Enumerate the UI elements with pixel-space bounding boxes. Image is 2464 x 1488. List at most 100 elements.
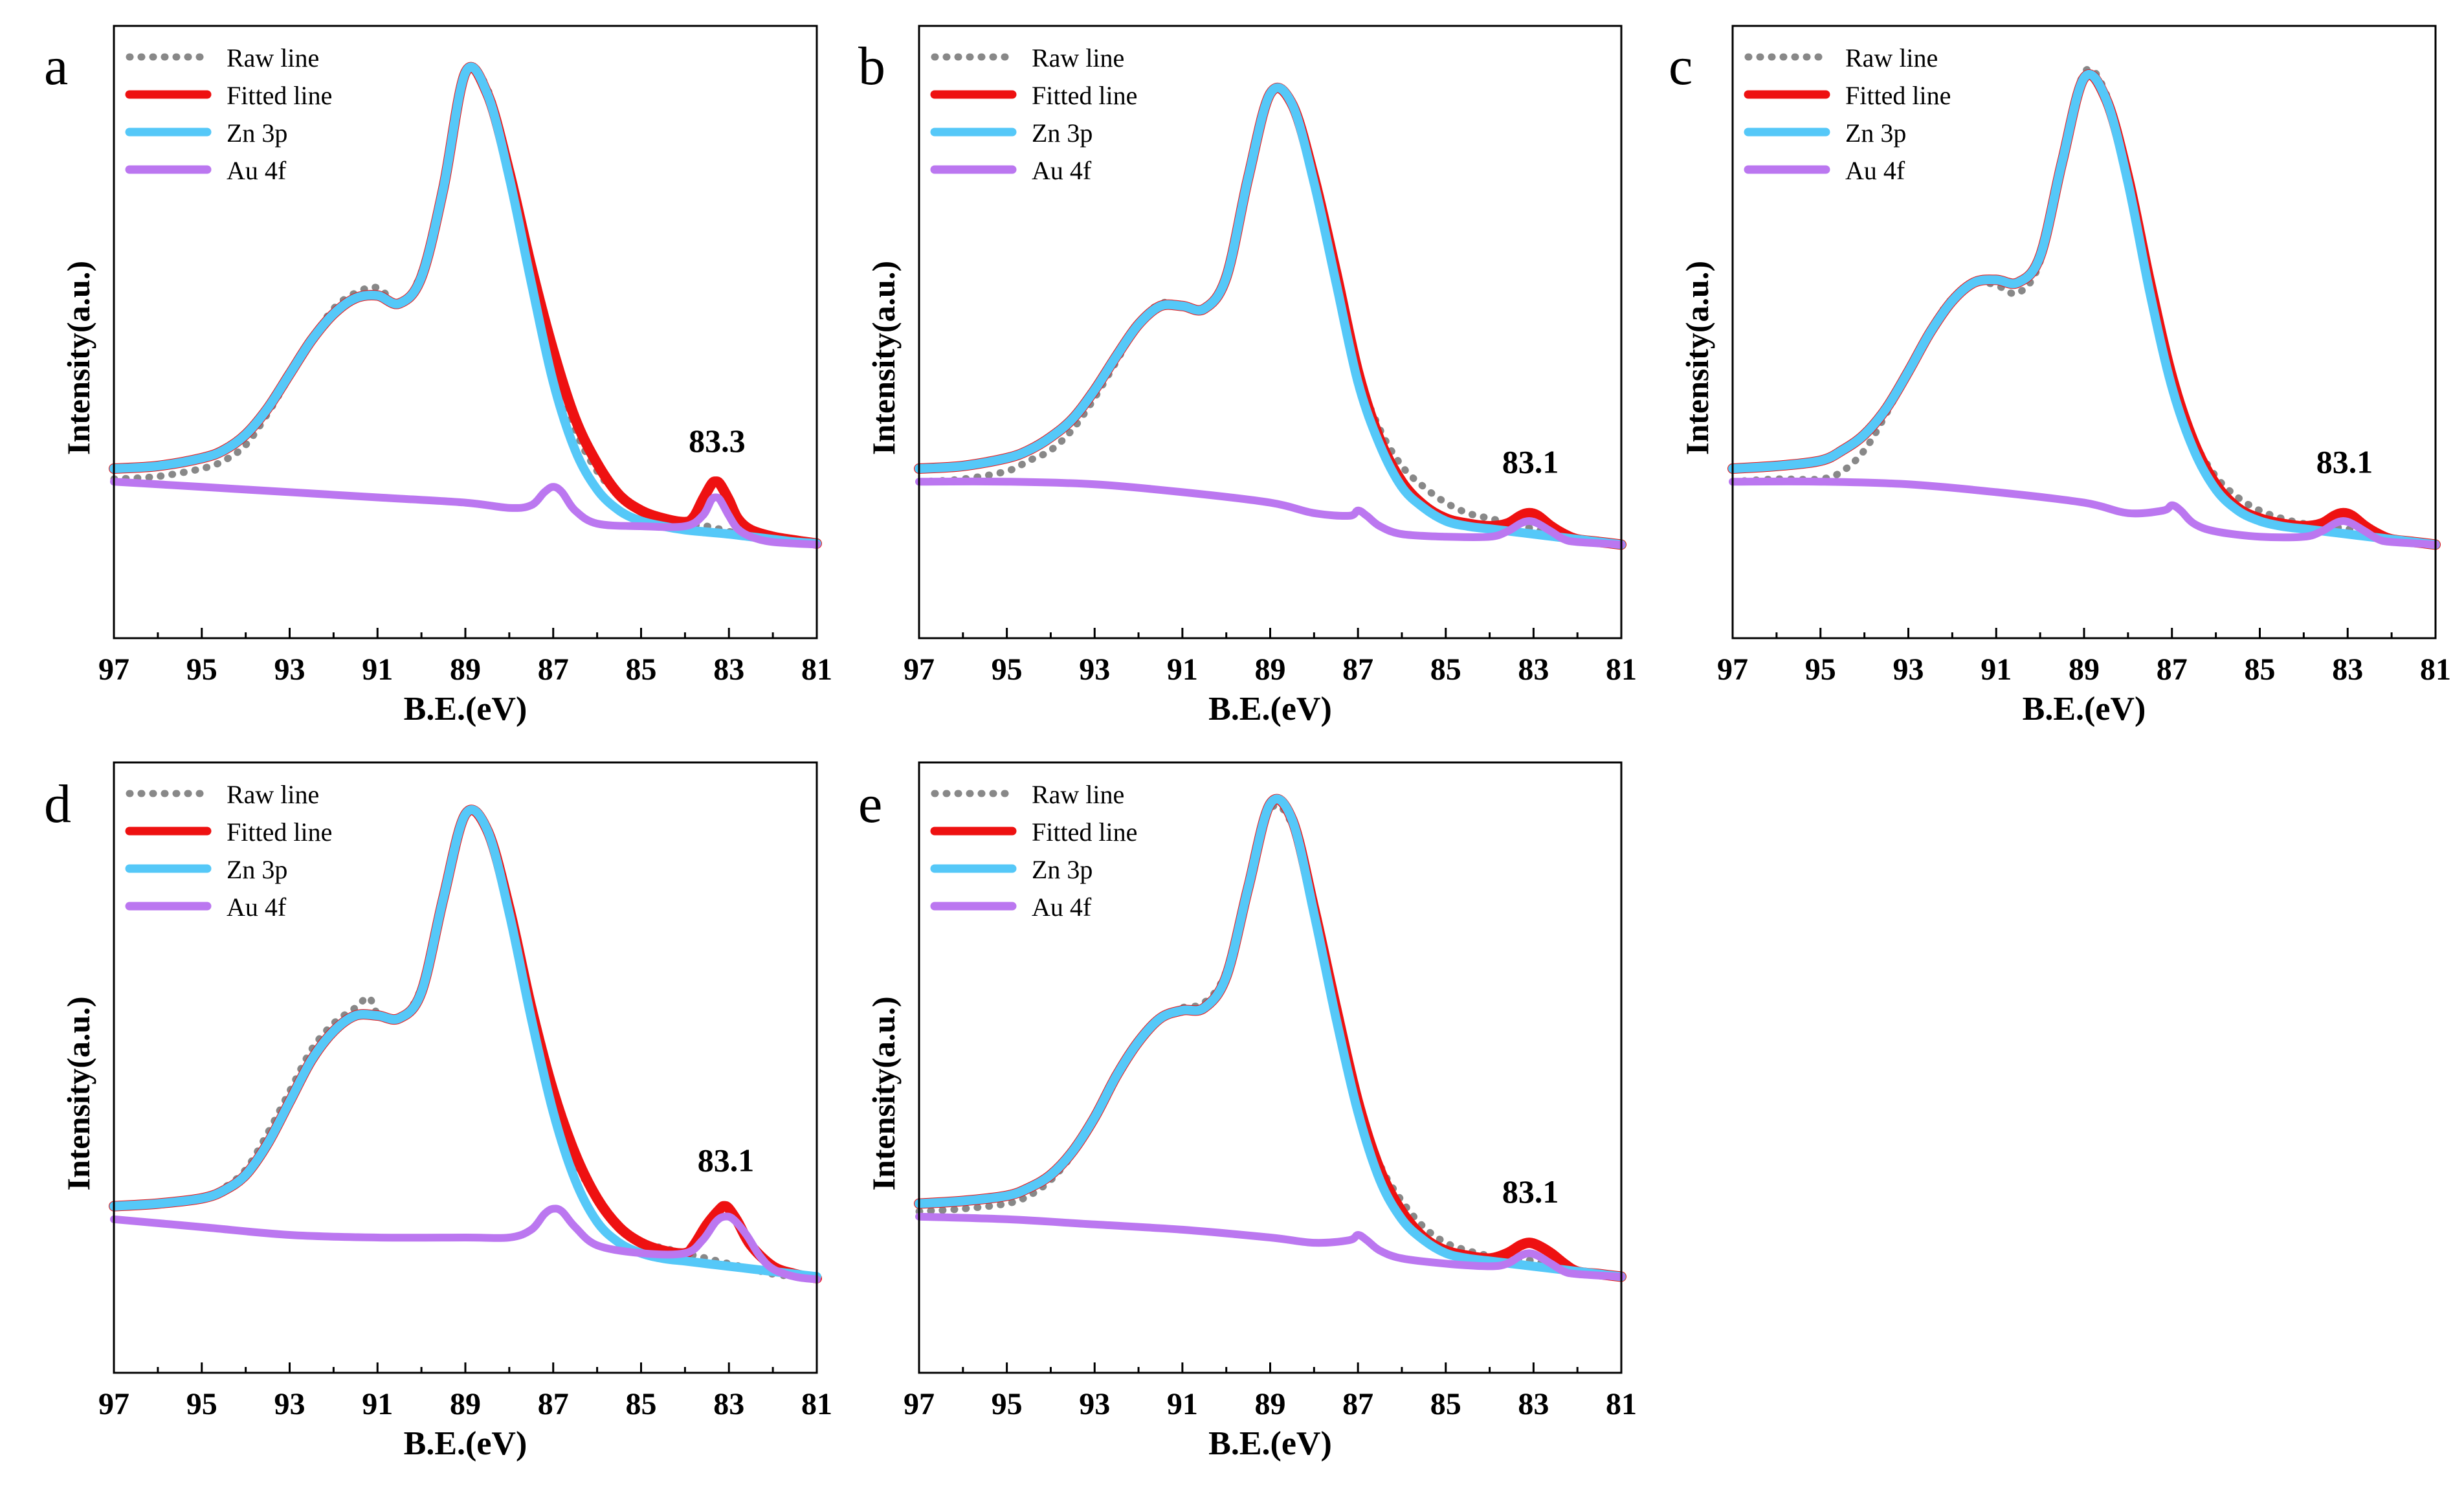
legend-label-zn-3p: Zn 3p: [227, 855, 287, 884]
x-tick-label: 89: [1255, 1387, 1286, 1421]
x-tick-label: 87: [2157, 652, 2188, 687]
y-axis-label: Intensity(a.u.): [60, 261, 96, 455]
x-tick-label: 83: [713, 652, 744, 687]
legend-label-au-4f: Au 4f: [1032, 156, 1092, 185]
legend-label-raw: Raw line: [227, 780, 319, 809]
series-zn-3p: [109, 62, 821, 548]
panel-letter: c: [1669, 36, 1693, 96]
panel-letter: b: [858, 36, 885, 96]
chart-panel-b: b 97 95 93 91 89 87 85 83 81 B.E.(eV) Intensity(a.u…: [858, 25, 1637, 727]
y-axis-label: Intensity(a.u.): [865, 996, 902, 1190]
x-tick-label: 91: [1167, 652, 1198, 687]
y-axis-label: Intensity(a.u.): [60, 996, 96, 1190]
chart-panel-c: c 97 95 93 91 89 87 85 83 81 B.E.(eV) Intensity(a.u…: [1669, 25, 2451, 727]
x-tick-label: 87: [1342, 652, 1373, 687]
x-tick-label: 83: [1518, 1387, 1549, 1421]
x-tick-label: 89: [1255, 652, 1286, 687]
legend-label-fitted: Fitted line: [1032, 81, 1137, 110]
x-tick-label: 83: [2332, 652, 2363, 687]
x-tick-label: 93: [1079, 1387, 1110, 1421]
x-tick-label: 93: [274, 1387, 305, 1421]
x-tick-label: 97: [98, 1387, 129, 1421]
legend-label-au-4f: Au 4f: [227, 156, 287, 185]
axes-frame: [113, 761, 818, 1374]
legend-label-zn-3p: Zn 3p: [1845, 118, 1906, 148]
chart-panel-e: e 97 95 93 91 89 87 85 83 81 B.E.(eV) Intensity(a.u…: [858, 761, 1637, 1462]
legend-label-raw: Raw line: [1032, 780, 1124, 809]
legend-label-au-4f: Au 4f: [1032, 893, 1092, 922]
x-axis-label: B.E.(eV): [1208, 1425, 1332, 1462]
peak-annotation: 83.1: [1502, 1173, 1559, 1210]
chart-panel-d: d 97 95 93 91 89 87 85 83 81 B.E.(eV) Intensity(a.u…: [44, 761, 832, 1462]
legend-label-raw: Raw line: [1845, 43, 1938, 72]
series-zn-3p: [915, 83, 1626, 550]
x-tick-label: 87: [1342, 1387, 1373, 1421]
series-zn-3p: [1728, 70, 2440, 550]
panel-letter: a: [44, 36, 68, 96]
x-tick-label: 85: [1430, 1387, 1461, 1421]
x-tick-label: 97: [98, 652, 129, 687]
legend-label-fitted: Fitted line: [227, 817, 332, 847]
series-au-4f: [1729, 477, 2439, 549]
x-tick-label: 89: [2069, 652, 2100, 687]
legend-label-raw: Raw line: [1032, 43, 1124, 72]
x-tick-label: 83: [1518, 652, 1549, 687]
axes-frame: [113, 25, 818, 639]
x-tick-label: 85: [2245, 652, 2276, 687]
series-fitted: [109, 61, 822, 549]
x-tick-label: 81: [1606, 652, 1637, 687]
axes-frame: [918, 761, 1623, 1374]
x-tick-label: 89: [450, 652, 481, 687]
series-au-4f: [110, 478, 821, 549]
x-tick-label: 81: [801, 1387, 832, 1421]
x-tick-label: 91: [362, 652, 393, 687]
x-tick-label: 85: [626, 1387, 657, 1421]
series-au-4f: [915, 477, 1625, 549]
x-tick-label: 95: [186, 1387, 217, 1421]
x-tick-label: 93: [274, 652, 305, 687]
axes-frame: [1731, 25, 2437, 639]
peak-annotation: 83.1: [2316, 443, 2373, 480]
x-tick-label: 81: [801, 652, 832, 687]
x-tick-label: 95: [992, 652, 1023, 687]
series-raw: [110, 806, 821, 1283]
panel-letter: e: [858, 774, 882, 834]
x-axis-label: B.E.(eV): [404, 1425, 527, 1462]
x-tick-label: 81: [2420, 652, 2451, 687]
series-au-4f: [110, 1205, 821, 1283]
x-tick-label: 83: [713, 1387, 744, 1421]
legend-label-zn-3p: Zn 3p: [227, 118, 287, 148]
y-axis-label: Intensity(a.u.): [1679, 261, 1715, 455]
y-axis-label: Intensity(a.u.): [865, 261, 902, 455]
x-tick-label: 85: [1430, 652, 1461, 687]
x-tick-label: 87: [538, 1387, 569, 1421]
x-tick-label: 91: [1167, 1387, 1198, 1421]
x-tick-label: 95: [1805, 652, 1836, 687]
x-tick-label: 91: [362, 1387, 393, 1421]
peak-annotation: 83.1: [698, 1142, 755, 1178]
x-tick-label: 87: [538, 652, 569, 687]
legend-label-zn-3p: Zn 3p: [1032, 118, 1093, 148]
chart-panel-a: a 97 95 93 91 89 87 85 83 81 B.E.(eV) Intensity(a.u…: [44, 25, 832, 727]
x-axis-label: B.E.(eV): [404, 691, 527, 727]
x-tick-label: 89: [450, 1387, 481, 1421]
axes-frame: [918, 25, 1623, 639]
panel-letter: d: [44, 774, 71, 834]
x-tick-label: 95: [992, 1387, 1023, 1421]
peak-annotation: 83.3: [689, 423, 746, 459]
x-tick-label: 93: [1893, 652, 1924, 687]
series-raw: [110, 63, 821, 548]
x-axis-label: B.E.(eV): [1208, 691, 1332, 727]
legend-label-raw: Raw line: [227, 43, 319, 72]
x-tick-label: 95: [186, 652, 217, 687]
x-tick-label: 97: [904, 652, 935, 687]
legend-label-au-4f: Au 4f: [1845, 156, 1905, 185]
peak-annotation: 83.1: [1502, 443, 1559, 480]
legend-label-fitted: Fitted line: [1845, 81, 1951, 110]
series-au-4f: [915, 1212, 1625, 1281]
x-tick-label: 97: [1717, 652, 1748, 687]
x-tick-label: 81: [1606, 1387, 1637, 1421]
legend-label-fitted: Fitted line: [227, 81, 332, 110]
legend-label-zn-3p: Zn 3p: [1032, 855, 1093, 884]
